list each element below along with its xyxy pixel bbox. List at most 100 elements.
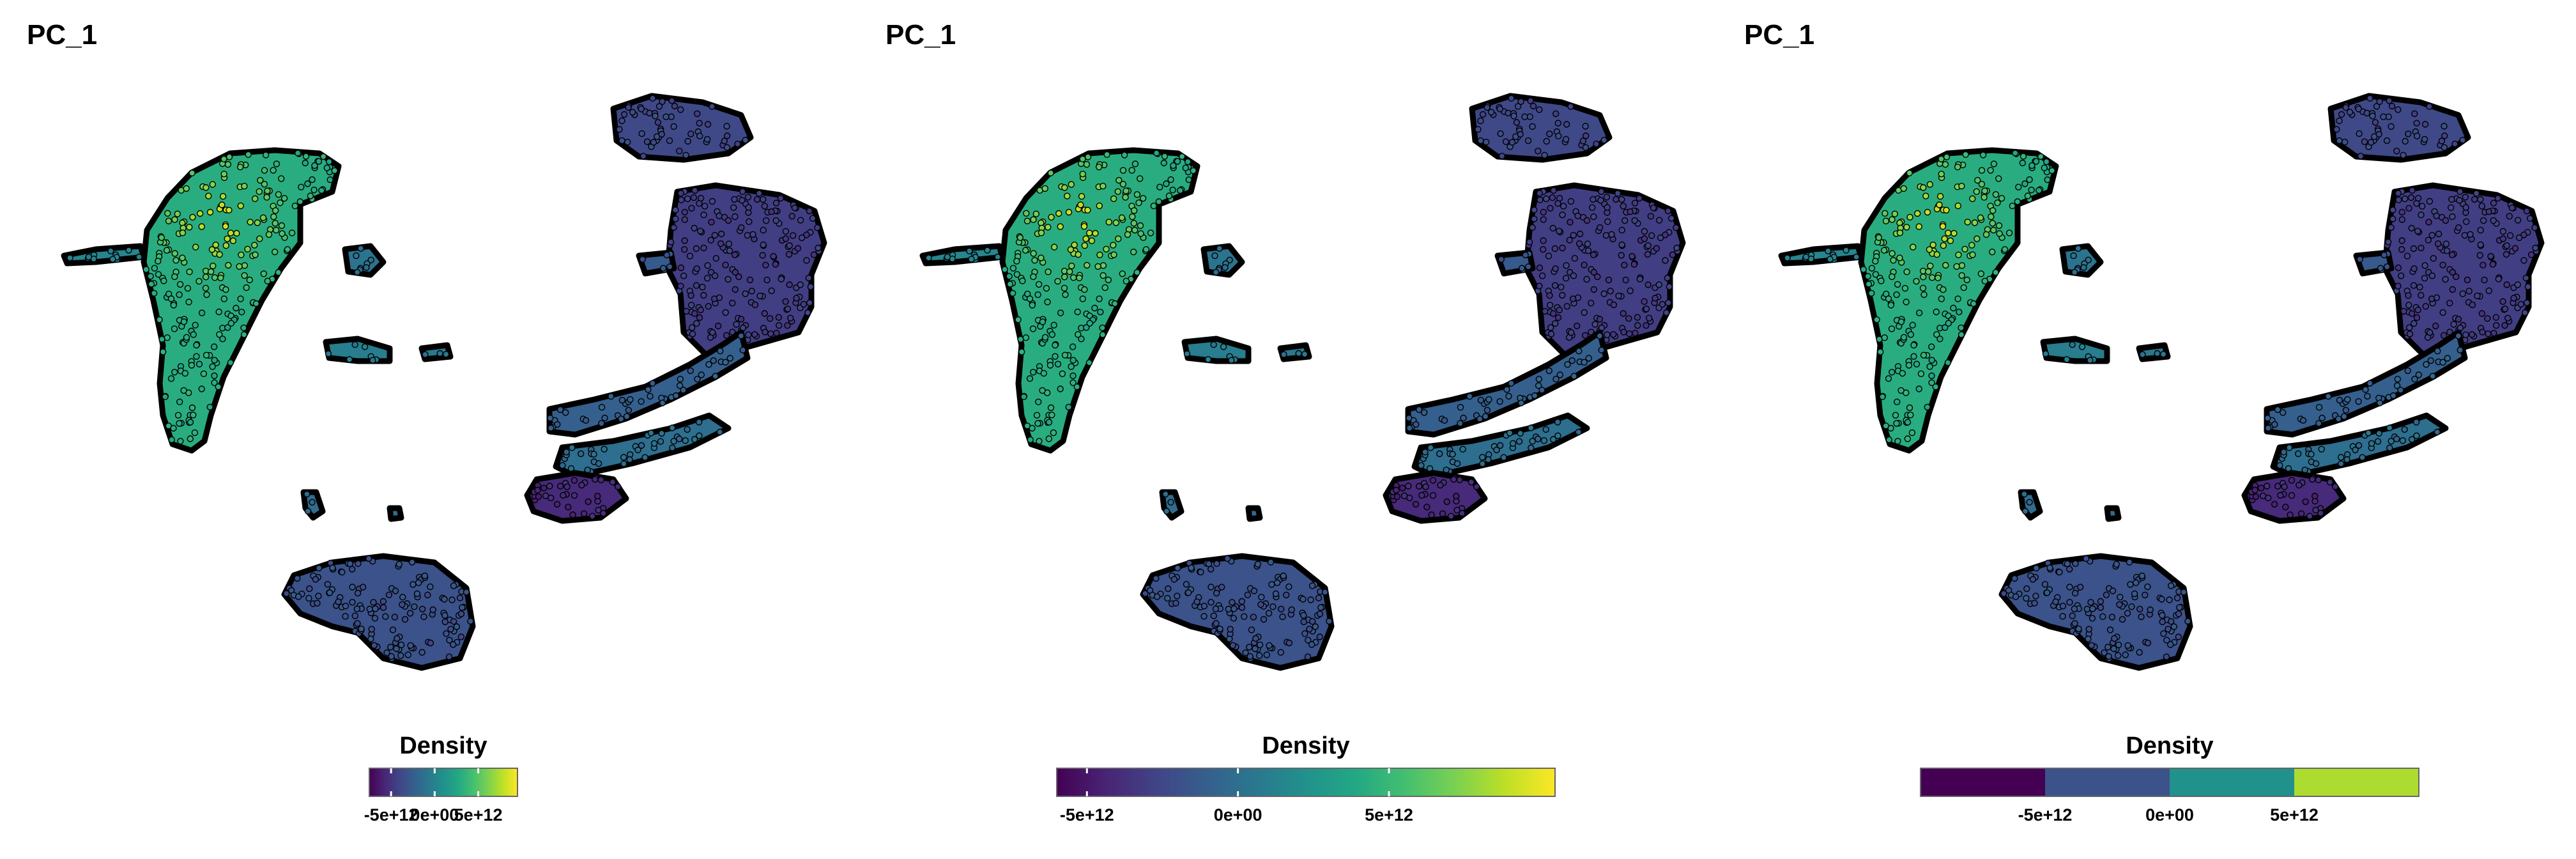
- cell-point: [1246, 644, 1253, 651]
- cell-point: [1932, 383, 1939, 391]
- cell-point: [1614, 190, 1621, 197]
- cell-point: [2113, 561, 2120, 568]
- cell-point: [762, 217, 770, 224]
- cell-point: [316, 564, 323, 571]
- cell-point: [2019, 159, 2026, 167]
- cell-point: [256, 188, 263, 195]
- cell-point: [1882, 217, 1890, 224]
- cell-point: [2389, 206, 2396, 213]
- cell-point: [1615, 292, 1622, 300]
- cell-point: [1872, 258, 1879, 265]
- cell-point: [1906, 169, 1913, 176]
- cell-point: [601, 414, 608, 422]
- cell-point: [1620, 329, 1627, 336]
- cell-point: [1636, 195, 1643, 202]
- cell-point: [670, 224, 677, 231]
- cell-point: [1537, 196, 1544, 203]
- cell-point: [1197, 569, 1204, 576]
- cell-point: [404, 651, 411, 658]
- cell-point: [1086, 229, 1093, 236]
- cell-point: [415, 579, 422, 586]
- cell-point: [1560, 203, 1567, 210]
- cell-point: [1901, 284, 1909, 292]
- cell-point: [1039, 318, 1046, 325]
- cell-point: [1531, 206, 1538, 213]
- cell-point: [190, 412, 197, 419]
- cell-point: [1571, 255, 1579, 262]
- cell-point: [2434, 240, 2442, 247]
- cell-point: [2376, 399, 2384, 406]
- cell-point: [1535, 382, 1542, 389]
- cell-point: [261, 181, 268, 188]
- cell-point: [2462, 331, 2469, 338]
- cell-point: [2097, 604, 2104, 611]
- cell-point: [1498, 256, 1505, 263]
- cell-point: [349, 584, 356, 591]
- cell-point: [324, 581, 332, 588]
- cell-point: [2402, 137, 2409, 145]
- cell-point: [2044, 176, 2051, 183]
- cell-point: [252, 195, 259, 203]
- cell-point: [2160, 630, 2167, 637]
- cell-point: [1598, 346, 1605, 353]
- cell-point: [155, 271, 162, 278]
- cell-point: [1406, 424, 1413, 431]
- cell-point: [443, 630, 450, 637]
- cell-point: [1079, 295, 1086, 302]
- cell-point: [597, 476, 604, 483]
- cell-point: [1517, 430, 1524, 437]
- cell-point: [191, 429, 199, 437]
- cell-point: [2168, 618, 2175, 625]
- cell-point: [1308, 582, 1316, 589]
- cell-point: [1483, 139, 1490, 146]
- legend-tick-label-3: 5e+12: [2270, 805, 2319, 824]
- cell-point: [1316, 610, 1324, 617]
- cell-point: [2441, 132, 2448, 139]
- cell-point: [273, 226, 280, 234]
- cell-point: [2389, 392, 2397, 399]
- cell-point: [339, 569, 346, 576]
- cell-point: [2014, 198, 2021, 205]
- cell-point: [2366, 95, 2373, 102]
- cell-point: [1562, 275, 1570, 282]
- cell-point: [397, 641, 405, 649]
- cell-point: [2411, 265, 2418, 272]
- cell-point: [2109, 587, 2117, 594]
- cell-point: [2312, 493, 2319, 500]
- cell-point: [730, 204, 737, 211]
- cell-point: [2506, 213, 2513, 220]
- cell-point: [805, 274, 813, 282]
- cell-point: [1540, 216, 1547, 223]
- cell-point: [1943, 153, 1951, 160]
- cell-point: [578, 450, 585, 458]
- cell-point: [1506, 430, 1514, 437]
- cell-point: [1940, 286, 1947, 293]
- cell-point: [383, 649, 390, 656]
- cell-point: [582, 417, 590, 424]
- cell-point: [1071, 242, 1078, 249]
- cell-point: [371, 615, 379, 622]
- cell-point: [1001, 266, 1008, 273]
- cell-point: [2296, 481, 2303, 489]
- cell-point: [1083, 324, 1090, 331]
- cell-point: [2380, 113, 2387, 120]
- cell-point: [429, 606, 436, 614]
- cell-point: [2510, 295, 2517, 302]
- cell-point: [2503, 281, 2510, 288]
- cell-point: [216, 251, 223, 258]
- cell-point: [1575, 348, 1583, 355]
- cell-point: [155, 258, 162, 265]
- cell-point: [1485, 456, 1492, 463]
- cell-point: [1301, 351, 1308, 358]
- cell-point: [1477, 137, 1484, 144]
- cell-point: [264, 277, 271, 284]
- cell-point: [1644, 281, 1652, 288]
- cell-point: [2317, 509, 2324, 517]
- cell-point: [195, 360, 203, 368]
- cell-point: [761, 203, 769, 210]
- cell-point: [1597, 197, 1604, 204]
- cell-point: [1065, 403, 1072, 411]
- cell-point: [209, 181, 216, 188]
- cell-point: [1064, 192, 1071, 199]
- cell-point: [2492, 322, 2500, 329]
